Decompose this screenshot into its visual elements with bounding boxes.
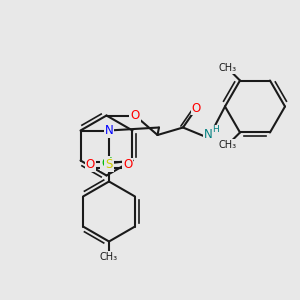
Text: N: N — [204, 128, 213, 141]
Text: Cl: Cl — [101, 157, 113, 170]
Text: CH₃: CH₃ — [100, 251, 118, 262]
Text: S: S — [105, 158, 113, 172]
Text: CH₃: CH₃ — [218, 140, 236, 150]
Text: O: O — [192, 101, 201, 115]
Text: O: O — [130, 109, 140, 122]
Text: CH₃: CH₃ — [218, 63, 236, 73]
Text: O: O — [123, 158, 132, 172]
Text: N: N — [105, 124, 113, 137]
Text: H: H — [213, 125, 219, 134]
Text: O: O — [86, 158, 95, 172]
